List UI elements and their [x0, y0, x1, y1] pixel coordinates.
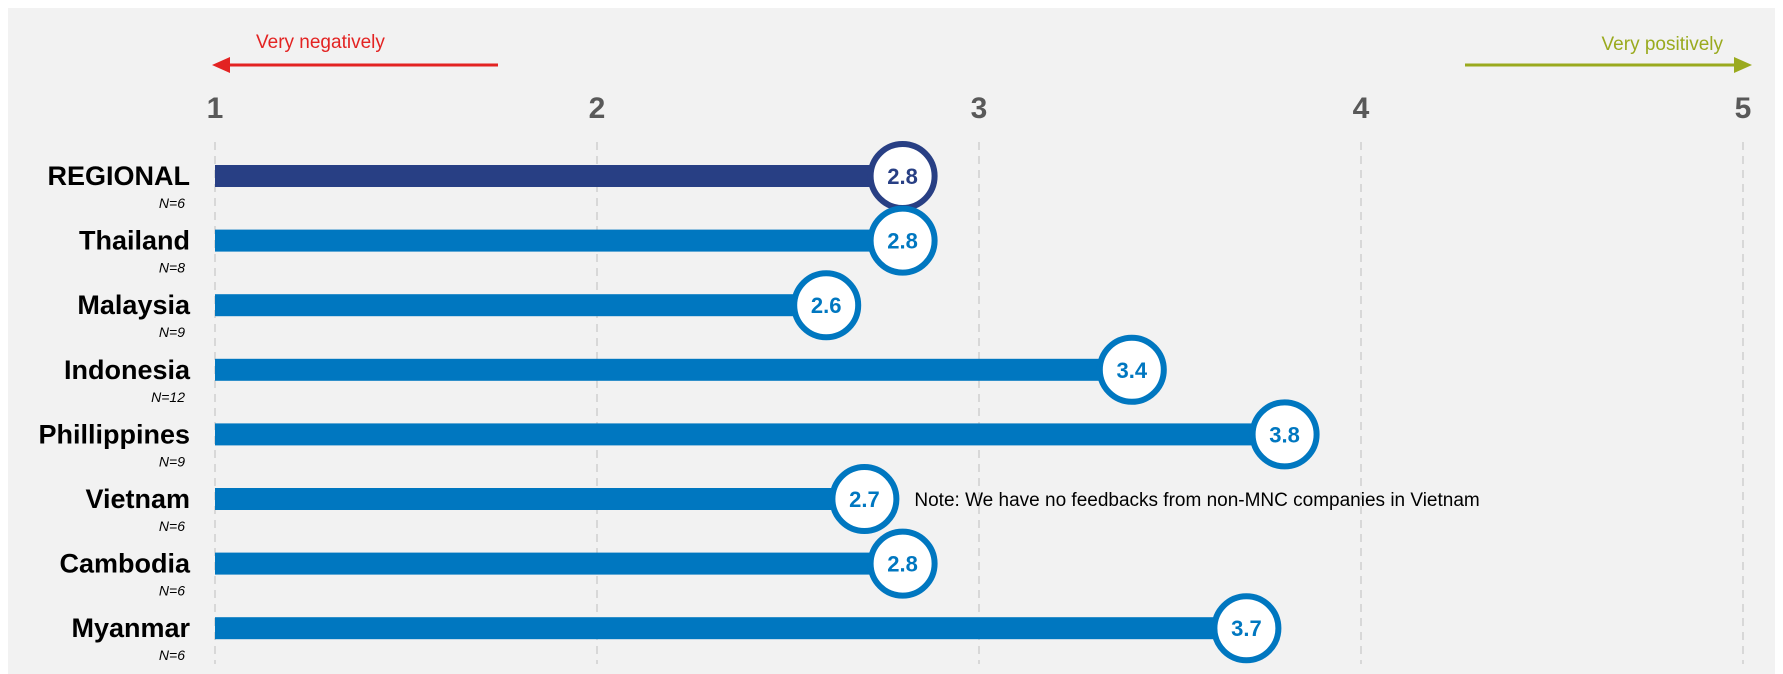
value-label: 3.7: [1231, 616, 1262, 641]
value-label: 2.6: [811, 293, 842, 318]
negative-arrow-head: [212, 57, 230, 73]
value-marker: [867, 528, 938, 599]
n-label: N=6: [159, 647, 185, 663]
n-label: N=6: [159, 583, 185, 599]
category-label: Cambodia: [59, 549, 191, 579]
scale-left-label: Very negatively: [256, 32, 385, 53]
n-label: N=9: [159, 453, 185, 469]
x-tick-label: 2: [589, 92, 606, 125]
n-label: N=6: [159, 518, 185, 534]
category-label: Phillippines: [38, 419, 190, 449]
value-label: 2.7: [849, 487, 880, 512]
n-label: N=6: [159, 195, 185, 211]
category-label: Malaysia: [77, 290, 191, 320]
bar: [215, 423, 1295, 446]
scale-right-label: Very positively: [1602, 34, 1724, 55]
value-label: 3.4: [1117, 358, 1148, 383]
value-label: 2.8: [887, 229, 918, 254]
value-marker: [829, 464, 900, 534]
x-tick-label: 1: [207, 92, 224, 125]
category-label: Thailand: [79, 226, 190, 256]
n-label: N=12: [151, 389, 185, 405]
category-label: Indonesia: [64, 355, 191, 385]
x-tick-label: 3: [971, 92, 988, 125]
bar: [215, 229, 913, 252]
value-label: 2.8: [887, 552, 918, 577]
value-marker: [791, 270, 862, 341]
value-marker: [1096, 334, 1167, 405]
x-tick-label: 4: [1353, 92, 1370, 125]
x-tick-label: 5: [1735, 92, 1752, 125]
value-marker: [867, 205, 938, 276]
annotation-note: Note: We have no feedbacks from non-MNC …: [914, 490, 1479, 511]
value-marker: [1211, 593, 1282, 664]
positive-arrow-head: [1734, 57, 1752, 73]
value-label: 2.8: [887, 164, 918, 189]
bar: [215, 294, 837, 317]
category-label: Myanmar: [71, 613, 190, 643]
bar: [215, 165, 913, 187]
bar: [215, 358, 1142, 381]
value-label: 3.8: [1269, 422, 1300, 447]
value-marker: [1249, 399, 1320, 470]
n-label: N=9: [159, 324, 185, 340]
bar: [215, 488, 875, 510]
bar: [215, 552, 913, 575]
n-label: N=8: [159, 260, 185, 276]
category-label: Vietnam: [85, 484, 190, 514]
category-label: REGIONAL: [47, 161, 190, 191]
bar: [215, 617, 1257, 640]
